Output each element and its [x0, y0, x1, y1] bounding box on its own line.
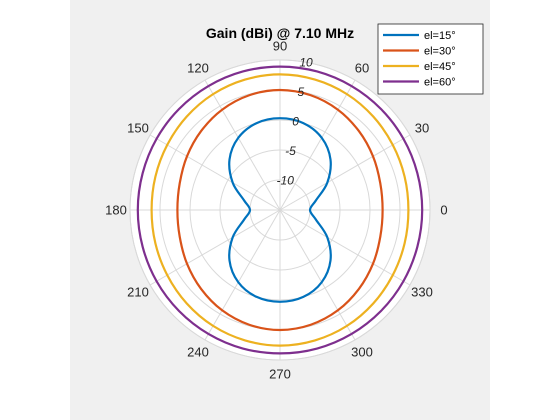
theta-grid-line	[279, 79, 356, 211]
legend-label: el=30°	[424, 46, 456, 58]
theta-grid-line	[149, 134, 281, 211]
legend: el=15° el=30° el=45° el=60°	[377, 23, 484, 95]
gain-trace-4	[136, 65, 424, 355]
theta-tick-label: 0	[440, 203, 447, 218]
theta-tick-label: 240	[187, 345, 209, 360]
theta-grid-line	[279, 209, 411, 286]
legend-label: el=60°	[424, 77, 456, 89]
r-tick-label: 0	[292, 114, 299, 128]
gain-trace-3	[150, 73, 410, 347]
theta-grid-line	[279, 134, 411, 211]
theta-tick-label: 150	[127, 121, 149, 136]
theta-tick-label: 180	[105, 203, 127, 218]
legend-label: el=15°	[424, 30, 470, 42]
theta-grid-line	[204, 209, 281, 341]
theta-tick-label: 30	[415, 121, 429, 136]
theta-tick-label: 90	[273, 39, 287, 54]
r-tick-label: -10	[277, 173, 295, 187]
theta-grid-line	[279, 209, 356, 341]
legend-label: el=45°	[424, 61, 456, 73]
theta-tick-label: 120	[187, 60, 209, 75]
theta-tick-label: 210	[127, 285, 149, 300]
theta-grid-line	[149, 209, 281, 286]
gain-trace-1	[228, 117, 332, 303]
r-tick-label: 5	[297, 85, 304, 99]
gain-traces	[136, 65, 424, 355]
polar-tick-labels: 0 30 60 90 120 150 180 210 240 270 300 330 -10 -5 0 5 10	[105, 39, 447, 382]
theta-tick-label: 330	[411, 285, 433, 300]
gain-trace-2	[176, 88, 384, 332]
chart-title: Gain (dBi) @ 7.10 MHz	[206, 25, 354, 41]
theta-tick-label: 270	[269, 367, 291, 382]
theta-grid-line	[204, 79, 281, 211]
r-tick-label: -5	[285, 144, 296, 158]
r-tick-label: 10	[299, 55, 313, 69]
theta-tick-label: 300	[351, 345, 373, 360]
theta-tick-label: 60	[355, 60, 369, 75]
